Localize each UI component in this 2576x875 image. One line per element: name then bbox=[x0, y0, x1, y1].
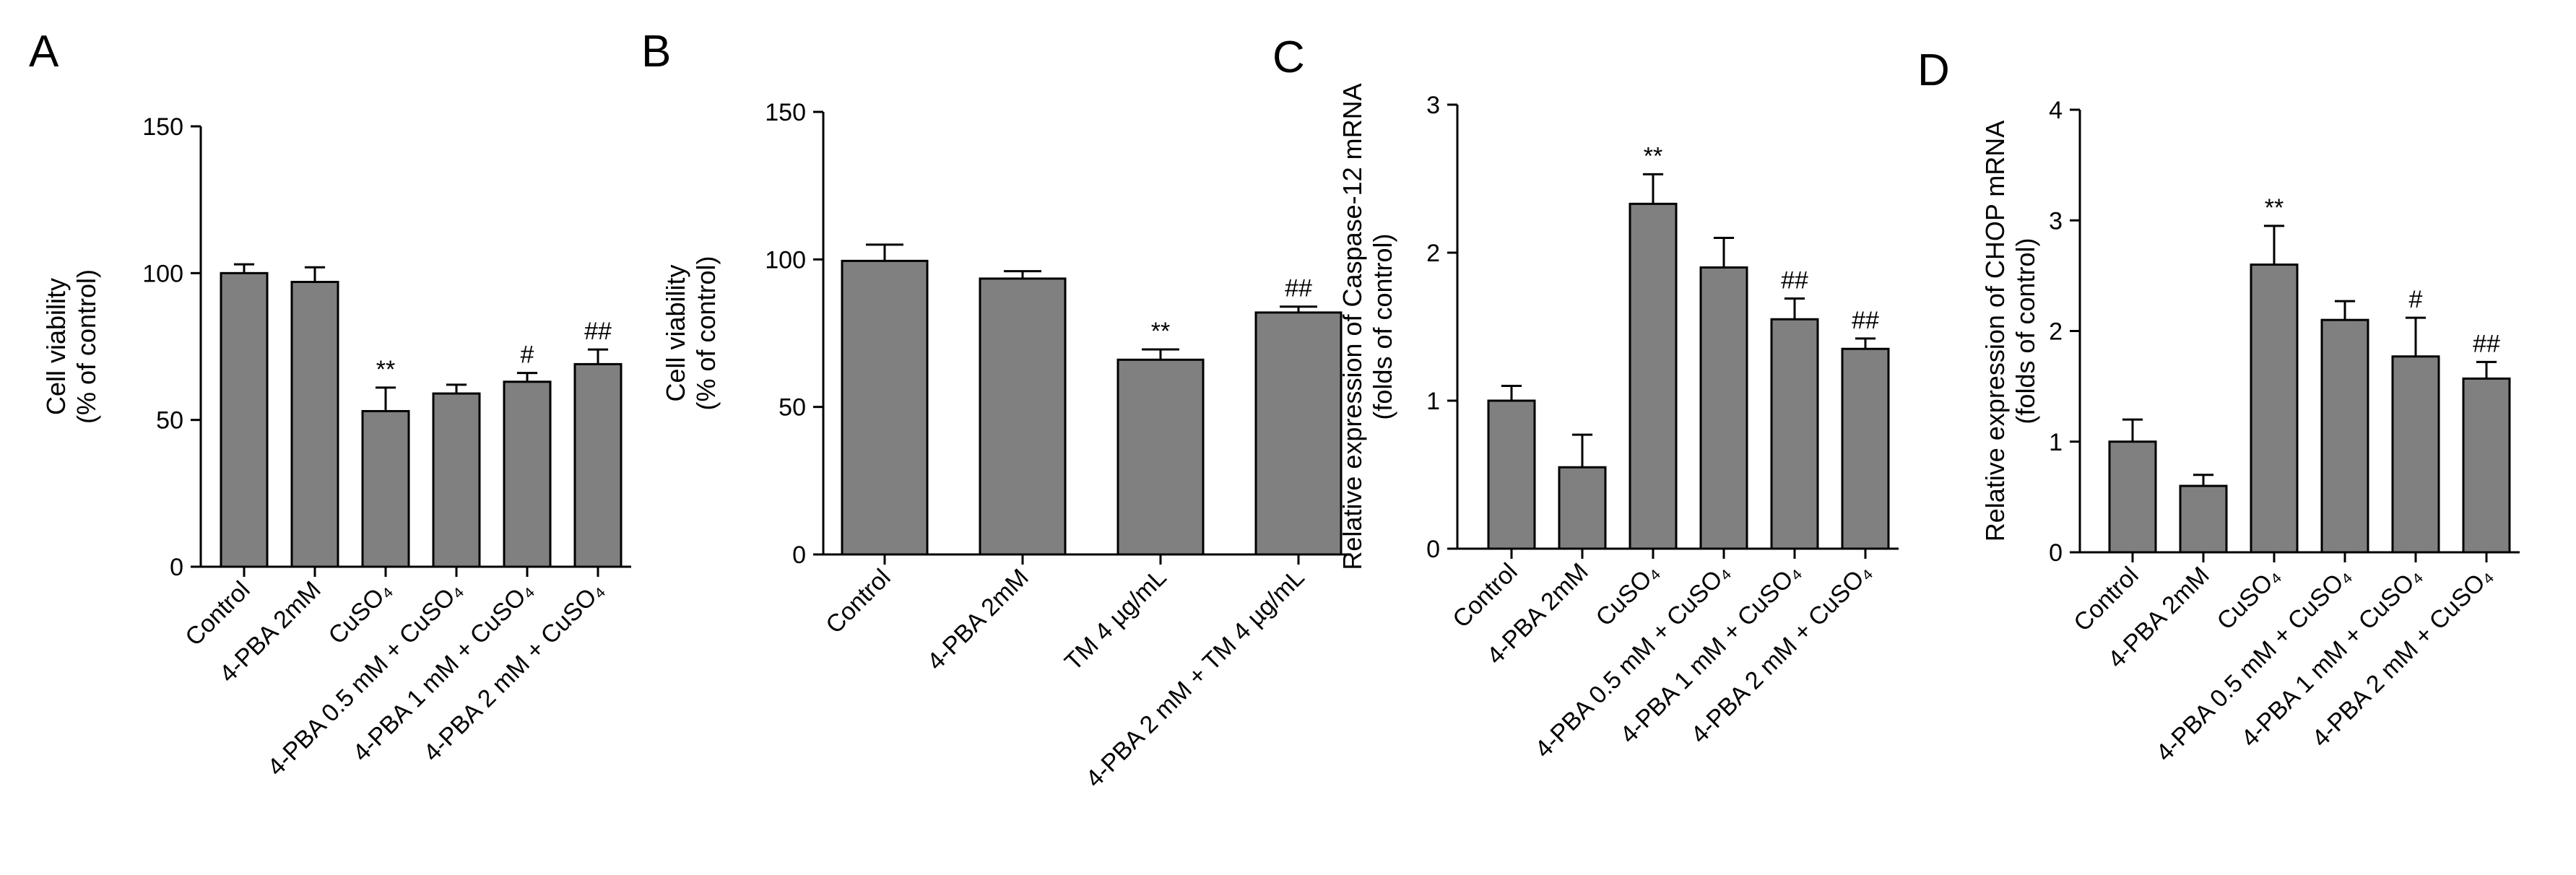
bar bbox=[1116, 358, 1205, 556]
error-bar bbox=[866, 243, 903, 261]
bar bbox=[290, 281, 339, 568]
bar bbox=[2179, 484, 2228, 554]
bar bbox=[1254, 311, 1343, 556]
error-bar bbox=[1642, 173, 1664, 204]
significance-mark: ** bbox=[376, 356, 395, 383]
error-bar bbox=[375, 386, 396, 412]
y-tick-label: 100 bbox=[765, 246, 806, 274]
significance-mark: ** bbox=[1644, 142, 1662, 170]
y-tick-label: 1 bbox=[1426, 388, 1440, 415]
panel-b: B Control 4-PBA 2mM ** TM 4 µg/mL ## 4-PBA 2 m… bbox=[641, 27, 1351, 793]
significance-mark: ** bbox=[2265, 194, 2284, 222]
bar bbox=[2462, 377, 2511, 554]
y-axis-title: (% of control) bbox=[71, 269, 101, 424]
error-bar bbox=[516, 372, 538, 382]
y-axis-title: (% of control) bbox=[691, 256, 721, 410]
x-category-label: 4-PBA 2 mM + TM 4 µg/mL bbox=[1080, 564, 1310, 793]
y-tick-label: 0 bbox=[1426, 536, 1440, 563]
significance-mark: ## bbox=[1852, 307, 1879, 334]
y-axis-title: Cell viability bbox=[661, 264, 690, 401]
error-bar bbox=[233, 263, 255, 274]
error-bar bbox=[1784, 297, 1805, 320]
y-tick-label: 150 bbox=[765, 99, 806, 126]
bar bbox=[2391, 355, 2440, 554]
bar bbox=[1841, 347, 1890, 550]
error-bar bbox=[304, 266, 326, 282]
y-axis-title: Relative expression of Caspase-12 mRNA bbox=[1337, 83, 1367, 570]
bar bbox=[361, 409, 410, 568]
bar bbox=[1558, 466, 1607, 550]
error-bar bbox=[1855, 337, 1876, 349]
error-bar bbox=[2334, 300, 2356, 321]
error-bar bbox=[587, 348, 609, 365]
error-bar bbox=[446, 383, 467, 394]
bar bbox=[2250, 264, 2299, 554]
x-category-label: 4-PBA 2mM bbox=[922, 564, 1034, 676]
bar bbox=[2320, 318, 2369, 554]
bar bbox=[841, 259, 929, 556]
error-bar bbox=[2122, 418, 2143, 442]
x-category-label: TM 4 µg/mL bbox=[1059, 564, 1172, 676]
y-tick-label: 1 bbox=[2049, 429, 2063, 456]
y-tick-label: 0 bbox=[170, 554, 183, 581]
y-axis-title: (folds of control) bbox=[2011, 238, 2040, 424]
significance-mark: # bbox=[2409, 286, 2423, 313]
panel-letter: B bbox=[641, 27, 671, 77]
bar bbox=[573, 362, 623, 568]
significance-mark: # bbox=[521, 341, 534, 369]
bar bbox=[503, 380, 552, 568]
y-tick-label: 2 bbox=[1426, 240, 1440, 267]
bar bbox=[2108, 440, 2157, 554]
error-bar bbox=[1501, 385, 1522, 401]
significance-mark: ## bbox=[584, 318, 612, 345]
y-tick-label: 2 bbox=[2049, 318, 2063, 346]
y-tick-label: 4 bbox=[2049, 97, 2063, 124]
significance-mark: ## bbox=[1285, 275, 1312, 302]
y-tick-label: 50 bbox=[156, 407, 183, 435]
bar bbox=[979, 277, 1067, 556]
significance-mark: ## bbox=[2473, 330, 2500, 357]
y-tick-label: 3 bbox=[1426, 92, 1440, 119]
bar bbox=[220, 271, 269, 568]
error-bar bbox=[1004, 270, 1041, 279]
error-bar bbox=[2193, 474, 2214, 487]
panel-letter: D bbox=[1917, 45, 1950, 95]
error-bar bbox=[2263, 225, 2285, 265]
x-category-label: Control bbox=[820, 564, 895, 639]
error-bar bbox=[1713, 237, 1735, 268]
panel-letter: A bbox=[29, 27, 59, 77]
y-tick-label: 150 bbox=[142, 113, 183, 141]
bar bbox=[1487, 399, 1536, 550]
bar bbox=[1629, 202, 1678, 550]
significance-mark: ## bbox=[1781, 267, 1808, 295]
y-axis-title: Cell viability bbox=[41, 278, 71, 415]
y-tick-label: 0 bbox=[2049, 539, 2063, 567]
error-bar bbox=[2476, 360, 2497, 379]
error-bar bbox=[1142, 348, 1179, 360]
error-bar bbox=[2405, 316, 2427, 357]
error-bar bbox=[1571, 433, 1593, 468]
y-tick-label: 50 bbox=[779, 394, 806, 422]
y-axis-title: (folds of control) bbox=[1368, 233, 1397, 419]
bar bbox=[1699, 266, 1748, 550]
y-axis-title: Relative expression of CHOP mRNA bbox=[1980, 121, 2010, 542]
bar bbox=[432, 392, 481, 568]
significance-mark: ** bbox=[1151, 318, 1170, 345]
y-tick-label: 3 bbox=[2049, 207, 2063, 235]
y-tick-label: 0 bbox=[792, 541, 806, 569]
y-tick-label: 100 bbox=[142, 260, 183, 287]
bar bbox=[1770, 318, 1819, 550]
panel-letter: C bbox=[1272, 32, 1305, 82]
